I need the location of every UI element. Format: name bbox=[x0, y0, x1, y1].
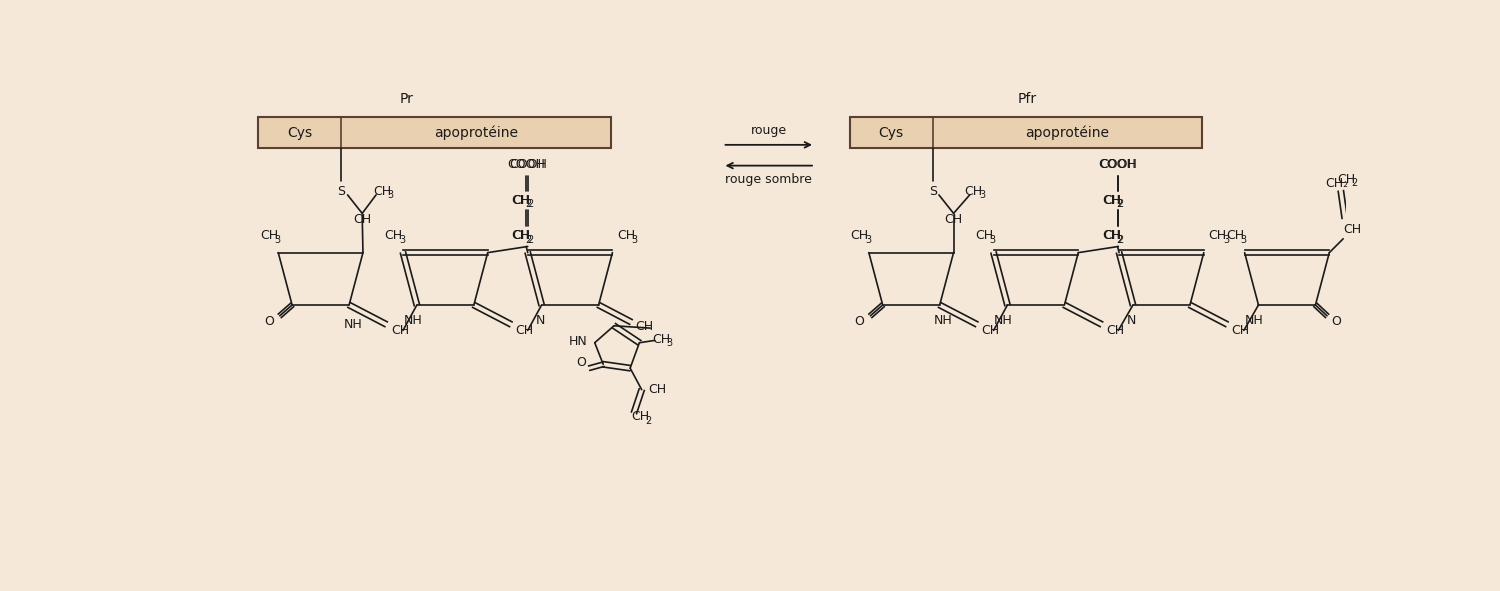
Text: COOH: COOH bbox=[1098, 158, 1137, 171]
Text: S: S bbox=[338, 184, 345, 197]
Text: 2: 2 bbox=[1116, 199, 1124, 209]
Text: 3: 3 bbox=[1222, 235, 1228, 245]
Text: 2: 2 bbox=[1118, 199, 1124, 209]
Text: rouge sombre: rouge sombre bbox=[726, 173, 812, 186]
Text: CH₂: CH₂ bbox=[1326, 177, 1348, 190]
Text: CH: CH bbox=[648, 383, 666, 396]
Text: CH: CH bbox=[384, 229, 404, 242]
Text: NH: NH bbox=[344, 318, 363, 331]
Text: 3: 3 bbox=[980, 190, 986, 200]
Text: COOH: COOH bbox=[507, 158, 544, 171]
Text: CH: CH bbox=[616, 229, 636, 242]
Text: CH: CH bbox=[1232, 324, 1250, 337]
Text: CH: CH bbox=[850, 229, 868, 242]
Text: 3: 3 bbox=[666, 339, 672, 349]
Text: NH: NH bbox=[934, 314, 952, 327]
Text: N: N bbox=[1126, 314, 1136, 327]
Text: CH: CH bbox=[512, 229, 530, 242]
Text: 2: 2 bbox=[645, 415, 652, 426]
Text: CH: CH bbox=[392, 324, 410, 337]
Text: 3: 3 bbox=[632, 235, 638, 245]
FancyBboxPatch shape bbox=[258, 117, 610, 148]
Text: 3: 3 bbox=[865, 235, 871, 245]
Text: rouge: rouge bbox=[750, 125, 788, 138]
Text: CH: CH bbox=[975, 229, 993, 242]
Text: NH: NH bbox=[1245, 314, 1264, 327]
Text: COOH: COOH bbox=[1100, 158, 1137, 171]
Text: HN: HN bbox=[568, 335, 586, 348]
Text: 2: 2 bbox=[525, 235, 531, 245]
Text: CH: CH bbox=[513, 194, 531, 207]
Text: CH: CH bbox=[1344, 223, 1362, 236]
Text: 2: 2 bbox=[525, 199, 531, 209]
Text: apoprotéine: apoprotéine bbox=[1026, 125, 1110, 139]
Text: CH: CH bbox=[1102, 194, 1120, 207]
FancyBboxPatch shape bbox=[849, 117, 1203, 148]
Text: O: O bbox=[264, 316, 274, 329]
Text: Cys: Cys bbox=[288, 125, 312, 139]
Text: NH: NH bbox=[994, 314, 1012, 327]
Text: CH: CH bbox=[516, 324, 534, 337]
Text: Pr: Pr bbox=[400, 92, 414, 106]
Text: CH: CH bbox=[632, 410, 650, 423]
Text: 3: 3 bbox=[274, 235, 280, 245]
Text: CH: CH bbox=[1209, 229, 1227, 242]
Text: CH: CH bbox=[636, 320, 654, 333]
Text: CH: CH bbox=[964, 184, 982, 197]
Text: CH: CH bbox=[945, 213, 963, 226]
Text: 2: 2 bbox=[526, 235, 532, 245]
Text: Pfr: Pfr bbox=[1017, 92, 1036, 106]
Text: N: N bbox=[536, 314, 544, 327]
Text: COOH: COOH bbox=[509, 158, 546, 171]
Text: NH: NH bbox=[404, 314, 423, 327]
Text: S: S bbox=[928, 184, 938, 197]
Text: CH: CH bbox=[1336, 173, 1356, 186]
Text: CH: CH bbox=[352, 213, 372, 226]
Text: CH: CH bbox=[981, 324, 999, 337]
Text: CH: CH bbox=[1106, 324, 1125, 337]
Text: CH: CH bbox=[260, 229, 278, 242]
Text: Cys: Cys bbox=[879, 125, 903, 139]
Text: 2: 2 bbox=[1116, 235, 1124, 245]
Text: 2: 2 bbox=[1352, 178, 1358, 189]
Text: O: O bbox=[1332, 316, 1341, 329]
Text: 3: 3 bbox=[387, 190, 393, 200]
Text: O: O bbox=[576, 356, 586, 369]
Text: 2: 2 bbox=[526, 199, 532, 209]
Text: O: O bbox=[855, 316, 864, 329]
Text: apoprotéine: apoprotéine bbox=[433, 125, 517, 139]
Text: CH: CH bbox=[652, 333, 670, 346]
Text: CH: CH bbox=[1102, 229, 1120, 242]
Text: CH: CH bbox=[1102, 194, 1120, 207]
Text: CH: CH bbox=[1227, 229, 1245, 242]
Text: 3: 3 bbox=[990, 235, 996, 245]
Text: 3: 3 bbox=[1240, 235, 1246, 245]
Text: CH: CH bbox=[374, 184, 392, 197]
Text: CH: CH bbox=[513, 229, 531, 242]
Text: 2: 2 bbox=[1118, 235, 1124, 245]
Text: CH: CH bbox=[1102, 229, 1120, 242]
Text: 3: 3 bbox=[399, 235, 405, 245]
Text: CH: CH bbox=[512, 194, 530, 207]
